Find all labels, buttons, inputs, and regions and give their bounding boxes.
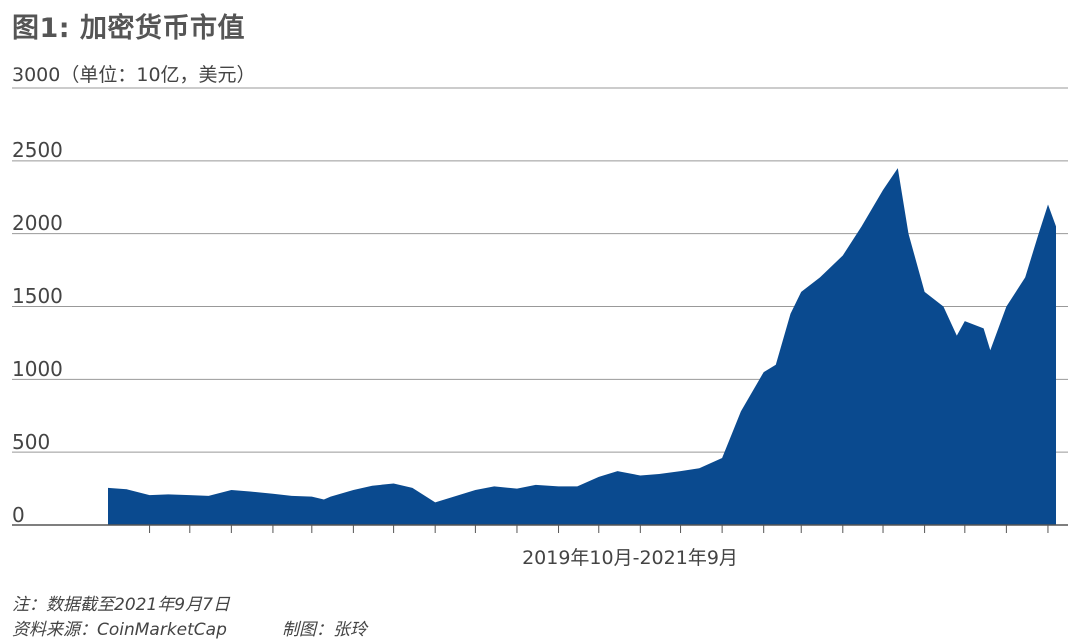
y-tick-label-2000: 2000 <box>12 211 63 235</box>
chart-author: 制图：张玲 <box>282 620 367 640</box>
y-tick-label-1500: 1500 <box>12 284 63 308</box>
chart-title: 图1: 加密货币市值 <box>12 13 245 44</box>
data-note: 注：数据截至2021年9月7日 <box>12 595 230 615</box>
y-axis-unit-label: 3000（单位：10亿，美元） <box>12 64 256 86</box>
data-source: 资料来源：CoinMarketCap <box>12 620 227 640</box>
y-tick-label-2500: 2500 <box>12 138 63 162</box>
market-cap-area <box>108 168 1056 525</box>
x-axis-label: 2019年10月-2021年9月 <box>522 547 738 569</box>
y-tick-label-0: 0 <box>12 503 25 527</box>
y-tick-label-1000: 1000 <box>12 357 63 381</box>
y-tick-label-500: 500 <box>12 430 51 454</box>
